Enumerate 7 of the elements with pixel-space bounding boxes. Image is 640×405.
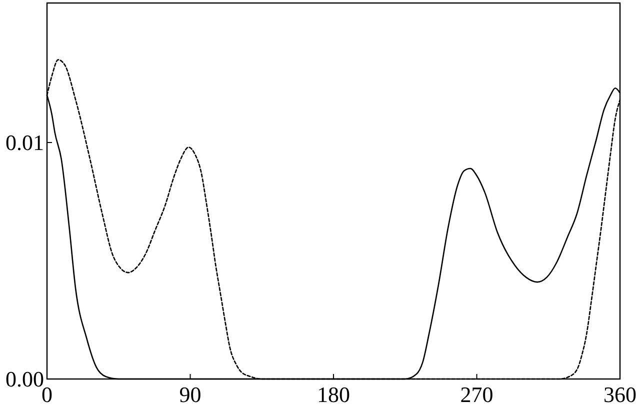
y-tick-label: 0.00 bbox=[6, 366, 44, 392]
x-tick-label: 270 bbox=[460, 382, 494, 405]
x-tick-label: 90 bbox=[179, 382, 202, 405]
x-tick-label: 180 bbox=[317, 382, 350, 405]
x-tick-label: 360 bbox=[604, 382, 636, 405]
x-tick-label: 0 bbox=[42, 382, 52, 405]
y-tick-label: 0.01 bbox=[6, 130, 44, 156]
